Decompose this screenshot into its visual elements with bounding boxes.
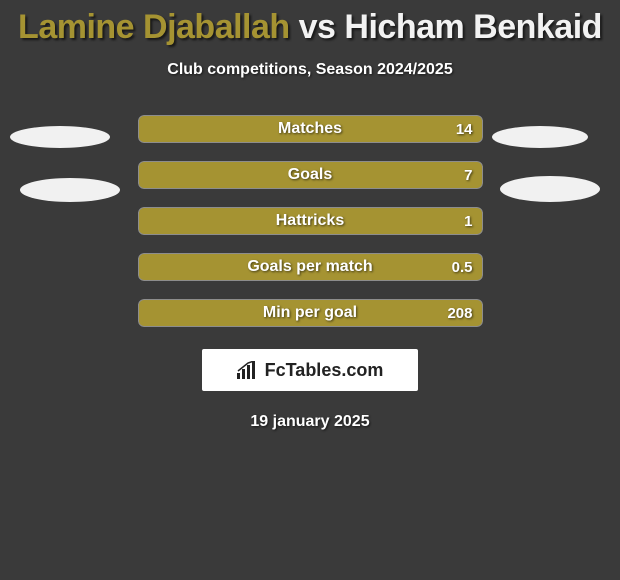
stat-right-value: 0.5: [452, 259, 473, 276]
subtitle: Club competitions, Season 2024/2025: [167, 61, 452, 79]
stat-label: Goals per match: [247, 258, 372, 276]
stat-right-value: 7: [464, 167, 472, 184]
player2-name: Hicham Benkaid: [344, 8, 602, 46]
date-text: 19 january 2025: [250, 413, 369, 431]
stat-label: Goals: [288, 166, 332, 184]
stat-label: Matches: [278, 120, 342, 138]
stat-row: Goals per match 0.5: [138, 253, 483, 281]
player1-name: Lamine Djaballah: [18, 8, 290, 46]
stat-label: Min per goal: [263, 304, 357, 322]
stat-right-value: 14: [456, 121, 473, 138]
chart-icon: [237, 361, 259, 379]
title: Lamine Djaballah vs Hicham Benkaid: [18, 8, 602, 47]
brand-text: FcTables.com: [265, 360, 384, 381]
player-photo-placeholder: [492, 126, 588, 148]
player-photo-placeholder: [500, 176, 600, 202]
brand-badge: FcTables.com: [202, 349, 418, 391]
stat-row: Hattricks 1: [138, 207, 483, 235]
player-photo-placeholder: [20, 178, 120, 202]
player-photo-placeholder: [10, 126, 110, 148]
stat-row: Min per goal 208: [138, 299, 483, 327]
stat-row: Goals 7: [138, 161, 483, 189]
stat-right-value: 208: [447, 305, 472, 322]
comparison-infographic: Lamine Djaballah vs Hicham Benkaid Club …: [0, 0, 620, 580]
stat-row: Matches 14: [138, 115, 483, 143]
vs-separator: vs: [299, 8, 345, 46]
stat-rows: Matches 14 Goals 7 Hattricks 1 Goals per match…: [138, 115, 483, 327]
stat-label: Hattricks: [276, 212, 344, 230]
stat-right-value: 1: [464, 213, 472, 230]
